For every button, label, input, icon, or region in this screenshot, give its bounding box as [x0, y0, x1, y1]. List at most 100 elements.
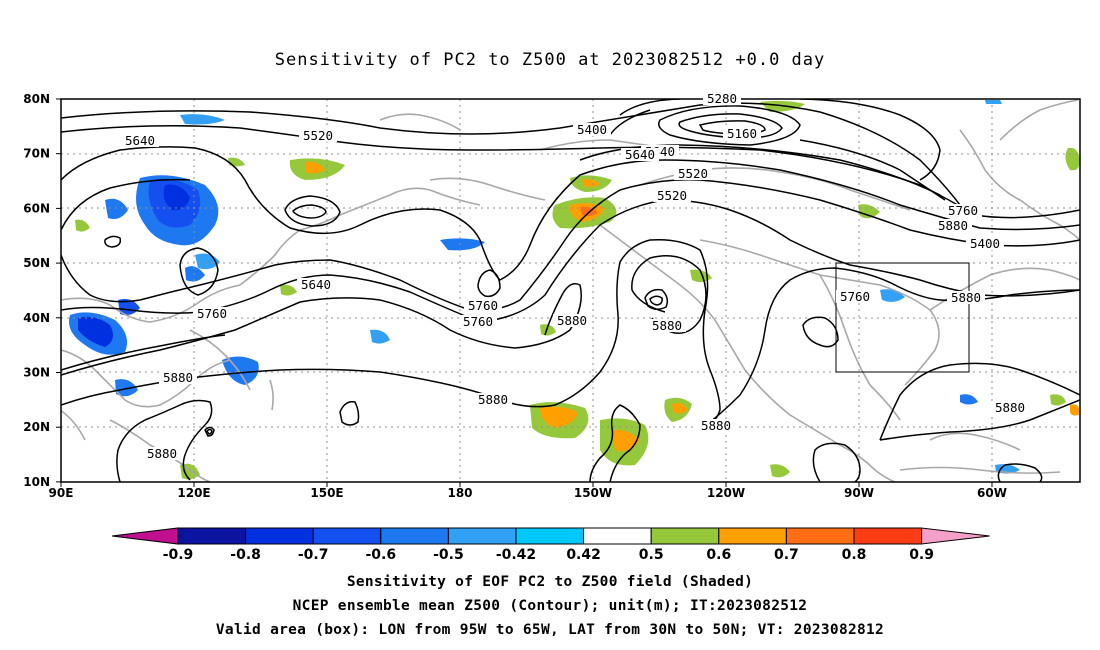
contour-label-bg [474, 393, 512, 406]
contour-line [644, 288, 669, 310]
lat-tick-label: 10N [23, 475, 50, 489]
lat-tick-label: 70N [23, 147, 50, 161]
chart-title: Sensitivity of PC2 to Z500 at 2023082512… [274, 50, 826, 70]
contour-line [61, 334, 226, 371]
contour-label: 5400 [577, 122, 607, 137]
shade-patch [770, 464, 790, 478]
colorbar-segment [583, 527, 652, 545]
lon-tick-label: 90E [49, 486, 74, 500]
shade-patch [440, 238, 485, 251]
contour-label: 5760 [197, 306, 227, 321]
contour-label: 5520 [678, 166, 708, 181]
contour-label-bg [674, 167, 712, 180]
colorbar-label: -0.7 [298, 547, 329, 563]
contour-label-bg [934, 219, 972, 232]
contour-label: 5880 [557, 313, 587, 328]
contour-line [879, 399, 1080, 441]
shade-patch [163, 184, 190, 211]
contour-line [61, 297, 571, 376]
contour-line [544, 283, 582, 336]
contour-label: 5640 [625, 147, 655, 162]
plot-frame [60, 98, 1081, 483]
contour-label: 5880 [163, 370, 193, 385]
contour-line [292, 204, 327, 219]
shade-patch [985, 100, 1002, 104]
lon-tick-label: 120E [177, 486, 210, 500]
colorbar-segment [380, 527, 449, 545]
contour-line [658, 105, 801, 146]
contour-label-bg [143, 447, 181, 460]
contour-label: 5760 [948, 203, 978, 218]
contour-label: 5880 [652, 318, 682, 333]
caption-contour: NCEP ensemble mean Z500 (Contour); unit(… [292, 598, 808, 614]
contour-line [61, 238, 721, 431]
lon-tick-label: 180 [447, 486, 472, 500]
lat-tick-label: 50N [23, 256, 50, 270]
contour-line [206, 428, 213, 435]
lon-tick-label: 150E [310, 486, 343, 500]
contour-label: 5640 [301, 277, 331, 292]
contour-label-bg [947, 291, 985, 304]
contour-line [477, 269, 501, 298]
colorbar-label: 0.5 [639, 547, 664, 563]
contour-label-bg [459, 315, 497, 328]
contour-label: 5880 [147, 446, 177, 461]
lat-tick-label: 30N [23, 366, 50, 380]
colorbar-segment [650, 527, 720, 545]
contour-label: 5640 [125, 133, 155, 148]
shade-patch [880, 289, 905, 302]
colorbar-label: 0.6 [706, 547, 731, 563]
lat-tick-label: 60N [23, 201, 50, 215]
contour-line [802, 316, 839, 348]
contour-line [61, 178, 1080, 312]
lat-tick-label: 80N [23, 92, 50, 106]
colorbar-label: 0.9 [909, 547, 934, 563]
lat-tick-label: 20N [23, 420, 50, 434]
contour-line [997, 463, 1043, 482]
shade-patch [105, 198, 128, 219]
shade-patch [115, 379, 138, 397]
contour-label-bg [573, 123, 611, 136]
shade-patch [228, 157, 245, 167]
contour-label-bg [723, 127, 761, 140]
contour-line [879, 362, 1080, 441]
contour-label: 5880 [951, 290, 981, 305]
contour-label-bg [944, 204, 982, 217]
contour-line [204, 426, 215, 437]
contour-line [61, 178, 191, 231]
contour-label: 5880 [701, 418, 731, 433]
contour-label: 5880 [938, 218, 968, 233]
colorbar-segment [447, 527, 517, 545]
contour-line [699, 267, 941, 431]
colorbar-segment [718, 527, 787, 545]
lon-tick-label: 150W [574, 486, 612, 500]
contour-label: 5760 [463, 314, 493, 329]
colorbar-label: -0.42 [496, 547, 536, 563]
contour-label-bg [159, 371, 197, 384]
contour-label-bg [297, 278, 335, 291]
coastlines [61, 99, 1080, 482]
contour-label-bg [653, 189, 691, 202]
contour-line [179, 247, 219, 296]
contour-line [812, 442, 861, 482]
contour-line [116, 399, 213, 482]
lon-tick-label: 90W [844, 486, 874, 500]
shade-patch [858, 204, 880, 219]
contour-label: 5520 [303, 128, 333, 143]
contour-line [104, 235, 122, 248]
shade-patch [180, 114, 225, 125]
shade-patch [305, 161, 325, 174]
contour-label-bg [193, 307, 231, 320]
contour-line [61, 199, 731, 323]
contour-line [631, 255, 707, 334]
contour-label-bg [966, 237, 1004, 250]
colorbar-triangle-high [921, 527, 990, 545]
z500-contours [61, 99, 1080, 482]
shade-patch [582, 179, 600, 188]
lat-tick-label: 40N [23, 311, 50, 325]
caption-shaded: Sensitivity of EOF PC2 to Z500 field (Sh… [346, 574, 754, 590]
contour-label-bg [621, 148, 659, 161]
colorbar-label: -0.6 [365, 547, 396, 563]
latitude-ticks: 80N 70N 60N 50N 40N 30N 20N 10N [23, 92, 61, 489]
